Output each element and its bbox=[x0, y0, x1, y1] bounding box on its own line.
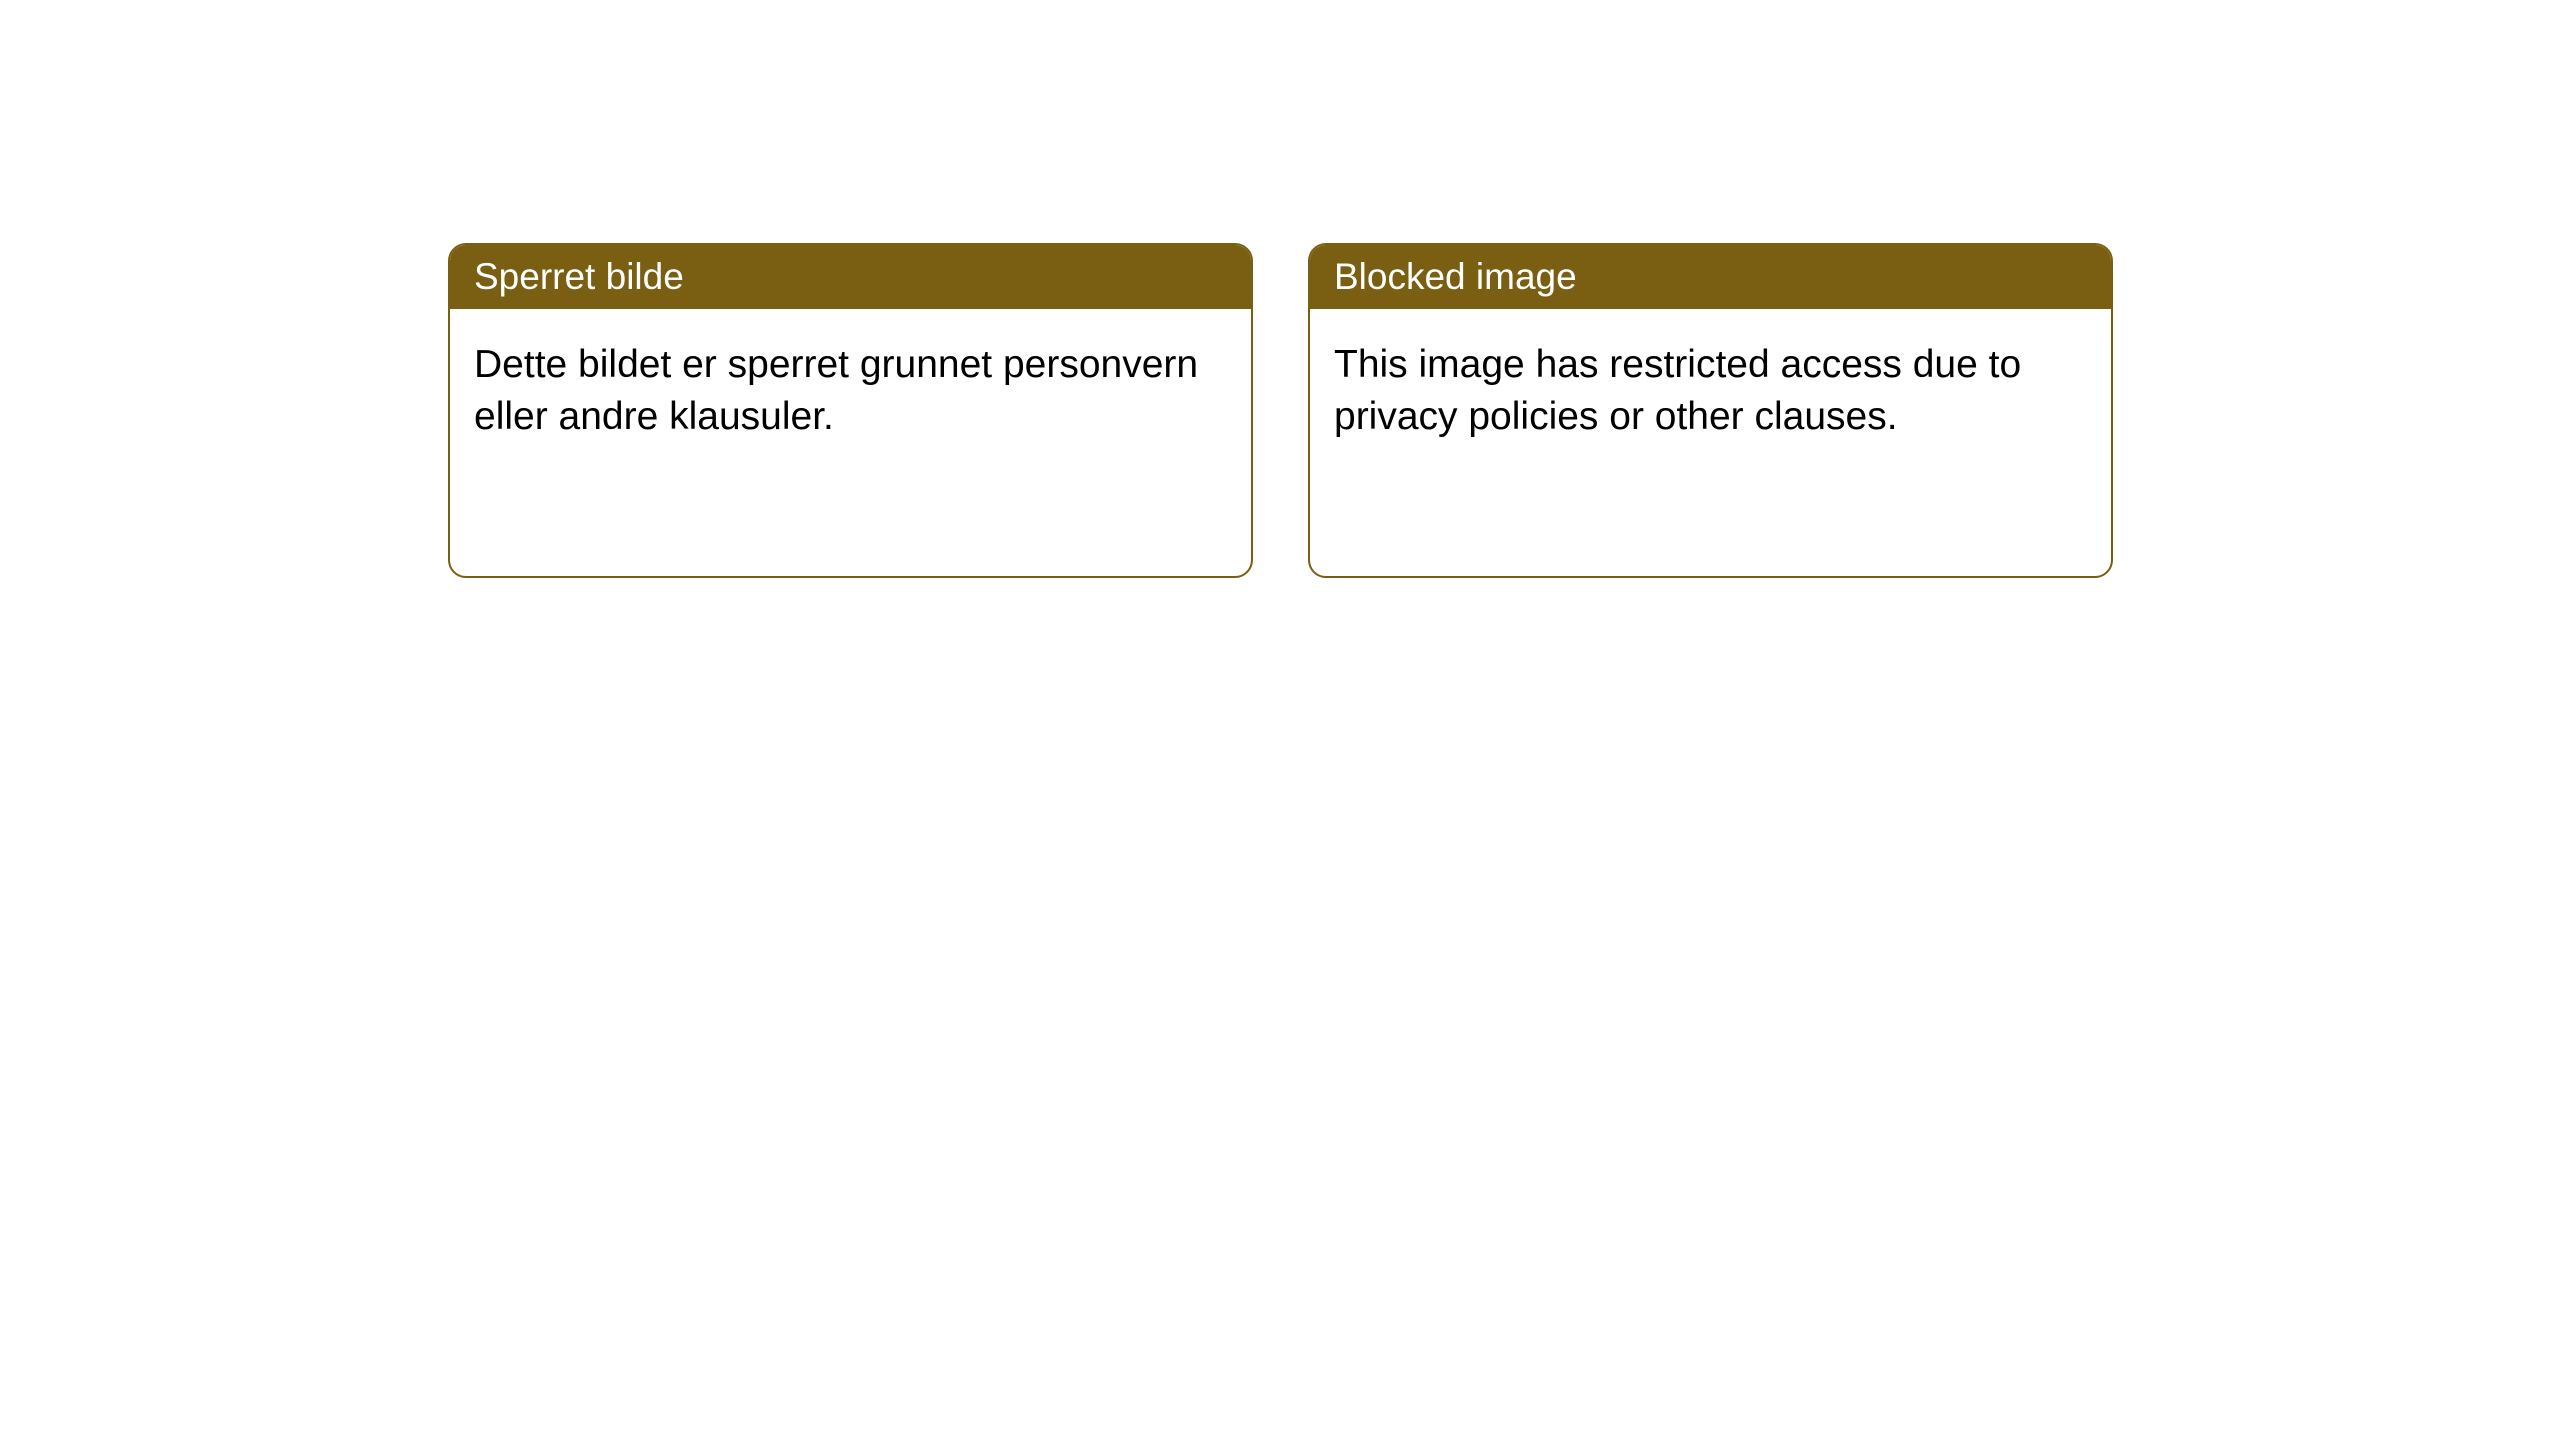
info-card-body: Dette bildet er sperret grunnet personve… bbox=[450, 309, 1251, 473]
info-card-container: Sperret bilde Dette bildet er sperret gr… bbox=[448, 243, 2113, 578]
info-card-norwegian: Sperret bilde Dette bildet er sperret gr… bbox=[448, 243, 1253, 578]
info-card-english: Blocked image This image has restricted … bbox=[1308, 243, 2113, 578]
info-card-header: Sperret bilde bbox=[450, 245, 1251, 309]
info-card-header: Blocked image bbox=[1310, 245, 2111, 309]
info-card-body: This image has restricted access due to … bbox=[1310, 309, 2111, 473]
